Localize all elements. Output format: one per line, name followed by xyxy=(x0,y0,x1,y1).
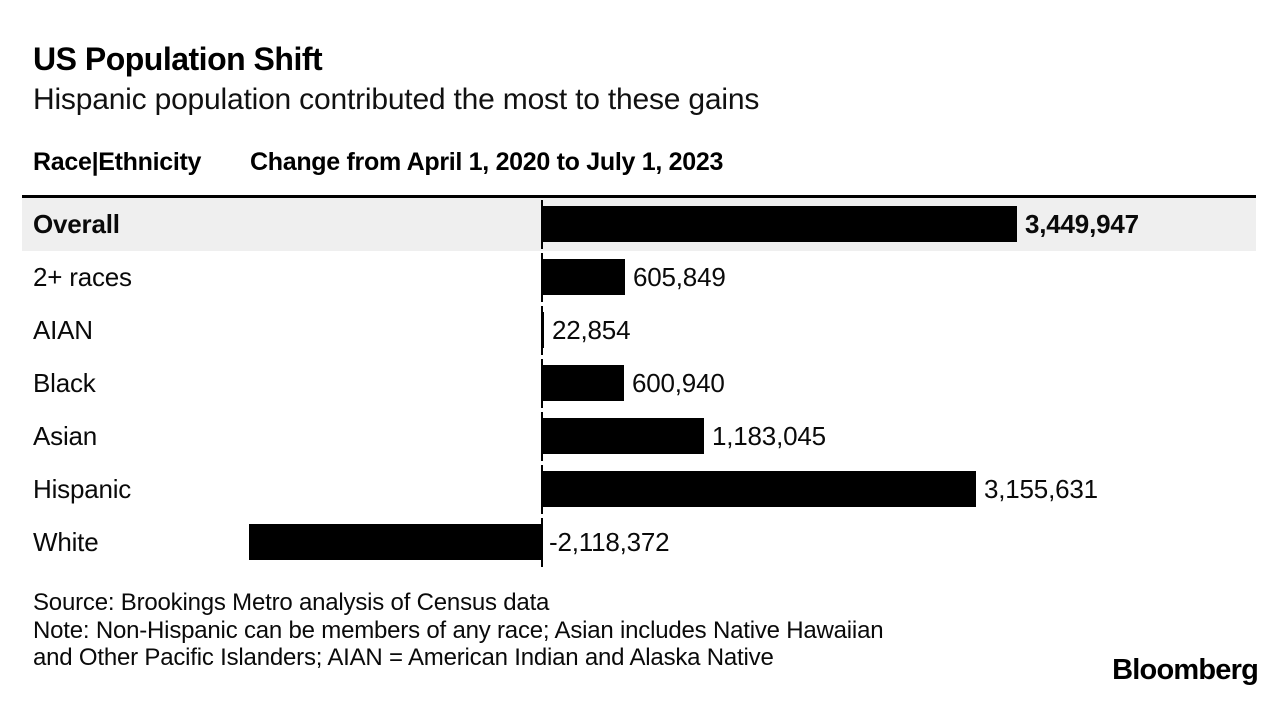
chart-subtitle: Hispanic population contributed the most… xyxy=(33,83,760,116)
bar-value-label: 1,183,045 xyxy=(712,421,826,451)
row-label: Overall xyxy=(33,209,120,239)
chart-row: 2+ races 605,849 xyxy=(22,251,1256,304)
bar xyxy=(541,365,624,401)
bar xyxy=(541,206,1017,242)
column-header-race-ethnicity: Race|Ethnicity xyxy=(33,148,202,176)
chart-row: White -2,118,372 xyxy=(22,516,1256,569)
bloomberg-logo: Bloomberg xyxy=(1112,654,1259,686)
column-header-row: Race|Ethnicity Change from April 1, 2020… xyxy=(0,148,1281,178)
row-label: White xyxy=(33,527,99,557)
chart-row: Hispanic 3,155,631 xyxy=(22,463,1256,516)
bar xyxy=(249,524,541,560)
note-line-1: Note: Non-Hispanic can be members of any… xyxy=(33,616,884,644)
bar xyxy=(541,471,976,507)
bar-chart: Overall 3,449,947 2+ races 605,849 AIAN 22,85… xyxy=(22,195,1256,569)
bar-value-label: 605,849 xyxy=(633,262,726,292)
bar-value-label: -2,118,372 xyxy=(549,527,670,557)
bar xyxy=(541,312,544,348)
bar xyxy=(541,259,625,295)
bar-value-label: 22,854 xyxy=(552,315,631,345)
bar xyxy=(541,418,704,454)
row-label: Hispanic xyxy=(33,474,132,504)
row-label: Asian xyxy=(33,421,98,451)
chart-row: Black 600,940 xyxy=(22,357,1256,410)
source-note: Source: Brookings Metro analysis of Cens… xyxy=(33,589,550,616)
chart-row: AIAN 22,854 xyxy=(22,304,1256,357)
chart-footnotes: Source: Brookings Metro analysis of Cens… xyxy=(33,589,884,672)
bar-value-label: 3,449,947 xyxy=(1025,209,1139,239)
bar-value-label: 3,155,631 xyxy=(984,474,1098,504)
zero-axis-tick xyxy=(541,518,543,567)
row-label: Black xyxy=(33,368,96,398)
note-line-2: and Other Pacific Islanders; AIAN = Amer… xyxy=(33,644,774,671)
row-label: 2+ races xyxy=(33,262,132,292)
chart-row: Overall 3,449,947 xyxy=(22,198,1256,251)
chart-row: Asian 1,183,045 xyxy=(22,410,1256,463)
row-label: AIAN xyxy=(33,315,93,345)
page-title: US Population Shift xyxy=(33,41,323,77)
column-header-change-period: Change from April 1, 2020 to July 1, 202… xyxy=(250,148,724,176)
bar-value-label: 600,940 xyxy=(632,368,725,398)
